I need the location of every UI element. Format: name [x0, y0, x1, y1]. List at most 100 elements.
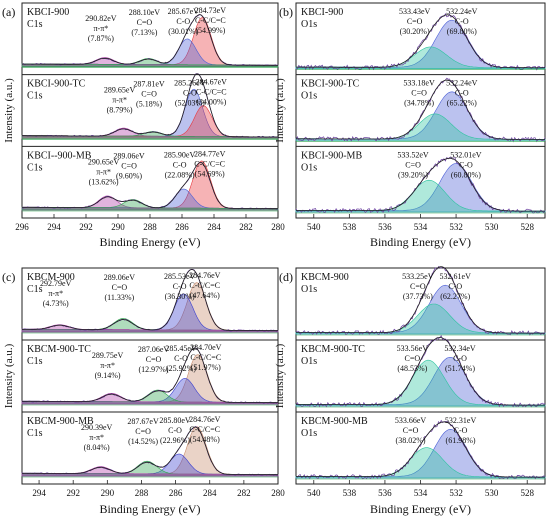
peak-percent-label: (62.27%) [440, 292, 470, 301]
x-tick-label: 280 [271, 488, 285, 498]
peak-be-label: 290.82eV [85, 14, 117, 23]
sample-label: KBCM-900-TC [27, 344, 91, 355]
panel-label: (a) [2, 5, 15, 19]
fitted-envelope-line [296, 421, 545, 478]
peak-be-label: 533.18eV [403, 79, 435, 88]
peak-percent-label: (11.33%) [105, 293, 135, 302]
y-axis-label: Intensity (a.u.) [274, 343, 286, 408]
x-tick-label: 530 [485, 488, 499, 498]
peak-percent-label: (51.74%) [445, 364, 475, 373]
peak-percent-label: (37.73%) [403, 292, 433, 301]
orbital-label: C1s [27, 91, 43, 102]
peak-assignment-label: C=O [411, 89, 427, 98]
peak-be-label: 285.90eV [164, 150, 196, 159]
peak-be-label: 285.26eV [174, 79, 206, 88]
sample-label: KBCI-900-MB [301, 150, 362, 161]
peak-percent-label: (38.02%) [396, 436, 426, 445]
peak-be-label: 289.06eV [104, 273, 136, 282]
peak-be-label: 285.80eV [159, 416, 191, 425]
sample-label: KBCI-900 [301, 7, 343, 18]
fitted-envelope-line [296, 266, 545, 334]
peak-percent-label: (22.96%) [160, 436, 190, 445]
peak-assignment-label: C=O [135, 427, 151, 436]
raw-spectrum-line [295, 419, 545, 480]
peak-be-label: 289.75eV [92, 351, 124, 360]
y-axis-label: Intensity (a.u.) [3, 78, 15, 143]
peak-assignment-label: C=O [141, 90, 157, 99]
x-tick-label: 538 [343, 488, 357, 498]
x-tick-label: 284 [203, 488, 217, 498]
peak-percent-label: (30.01%) [168, 27, 198, 36]
peak-assignment-label: C-C/C=C [196, 88, 227, 97]
x-tick-label: 534 [414, 488, 428, 498]
orbital-label: O1s [301, 284, 317, 295]
peak-assignment-label: C-O [168, 426, 182, 435]
peak-percent-label: (36.30%) [165, 292, 195, 301]
raw-spectrum-line [295, 266, 546, 336]
peak-percent-label: (48.53%) [397, 364, 427, 373]
sample-label: KBCI-900-TC [301, 79, 360, 90]
peak-be-label: 284.70eV [190, 343, 222, 352]
peak-percent-label: (54.69%) [195, 169, 225, 178]
peak-assignment-label: C=O [121, 161, 137, 170]
plot-frame [21, 267, 279, 485]
peak-be-label: 284.77eV [194, 149, 226, 158]
xps-panel: KBCI-900C1s284.73eVC-C/C=C(54.99%)285.67… [2, 2, 285, 249]
orbital-label: O1s [301, 428, 317, 439]
peak-assignment-label: C-O [455, 89, 469, 98]
peak-percent-label: (9.60%) [116, 171, 142, 180]
peak-be-label: 284.73eV [195, 6, 227, 15]
peak-be-label: 292.79eV [40, 279, 72, 288]
peak-assignment-label: C-C/C=C [195, 16, 226, 25]
peak-percent-label: (14.52%) [128, 437, 158, 446]
raw-spectrum-line [296, 13, 546, 71]
peak-be-label: 287.06eV [138, 345, 170, 354]
x-tick-label: 532 [449, 222, 463, 232]
sample-label: KBCM-900-MB [301, 416, 368, 427]
peak-assignment-label: C-O [173, 160, 187, 169]
peak-percent-label: (5.18%) [136, 100, 162, 109]
x-tick-label: 290 [111, 222, 125, 232]
peak-assignment-label: C-O [459, 160, 473, 169]
peak-assignment-label: C-C/C=C [189, 425, 220, 434]
peak-assignment-label: C-C/C=C [190, 353, 221, 362]
peak-assignment-label: π-π* [48, 289, 63, 298]
peak-be-label: 285.53eV [164, 272, 196, 281]
peak-percent-label: (61.98%) [446, 436, 476, 445]
peak-percent-label: (22.08%) [165, 170, 195, 179]
orbital-label: C1s [27, 356, 43, 367]
peak-be-label: 290.65eV [88, 157, 120, 166]
peak-assignment-label: C-O [453, 354, 467, 363]
peak-assignment-label: C-C/C=C [189, 281, 220, 290]
peak-assignment-label: C=O [407, 17, 423, 26]
x-tick-label: 528 [520, 488, 534, 498]
x-tick-label: 536 [378, 222, 392, 232]
peak-be-label: 285.67eV [168, 7, 200, 16]
peak-be-label: 290.39eV [81, 423, 113, 432]
sample-label: KBCM-900-MB [27, 416, 94, 427]
peak-percent-label: (34.00%) [196, 98, 226, 107]
fitted-envelope-line [296, 337, 545, 406]
sample-label: KBCI-900-TC [27, 79, 86, 90]
fitted-envelope-line [22, 269, 278, 332]
peak-be-label: 532.01eV [450, 150, 482, 159]
peak-percent-label: (69.80%) [447, 27, 477, 36]
sample-label: KBCM-900-TC [301, 344, 365, 355]
orbital-label: C1s [27, 284, 43, 295]
peak-percent-label: (8.79%) [107, 106, 133, 115]
x-tick-label: 294 [47, 222, 61, 232]
peak-percent-label: (13.62%) [89, 177, 119, 186]
peak-assignment-label: π-π* [89, 433, 104, 442]
peak-percent-label: (4.73%) [43, 299, 69, 308]
x-tick-label: 532 [449, 488, 463, 498]
peak-be-label: 533.66eV [395, 416, 427, 425]
sample-label: KBCM-900 [27, 272, 75, 283]
panel-label: (d) [279, 270, 293, 284]
panel-label: (b) [279, 5, 293, 19]
x-tick-label: 288 [143, 222, 157, 232]
peak-assignment-label: π-π* [112, 96, 127, 105]
sample-label: KBCM-900 [301, 272, 349, 283]
plot-frame [21, 2, 279, 219]
fitted-envelope-line [296, 14, 545, 69]
